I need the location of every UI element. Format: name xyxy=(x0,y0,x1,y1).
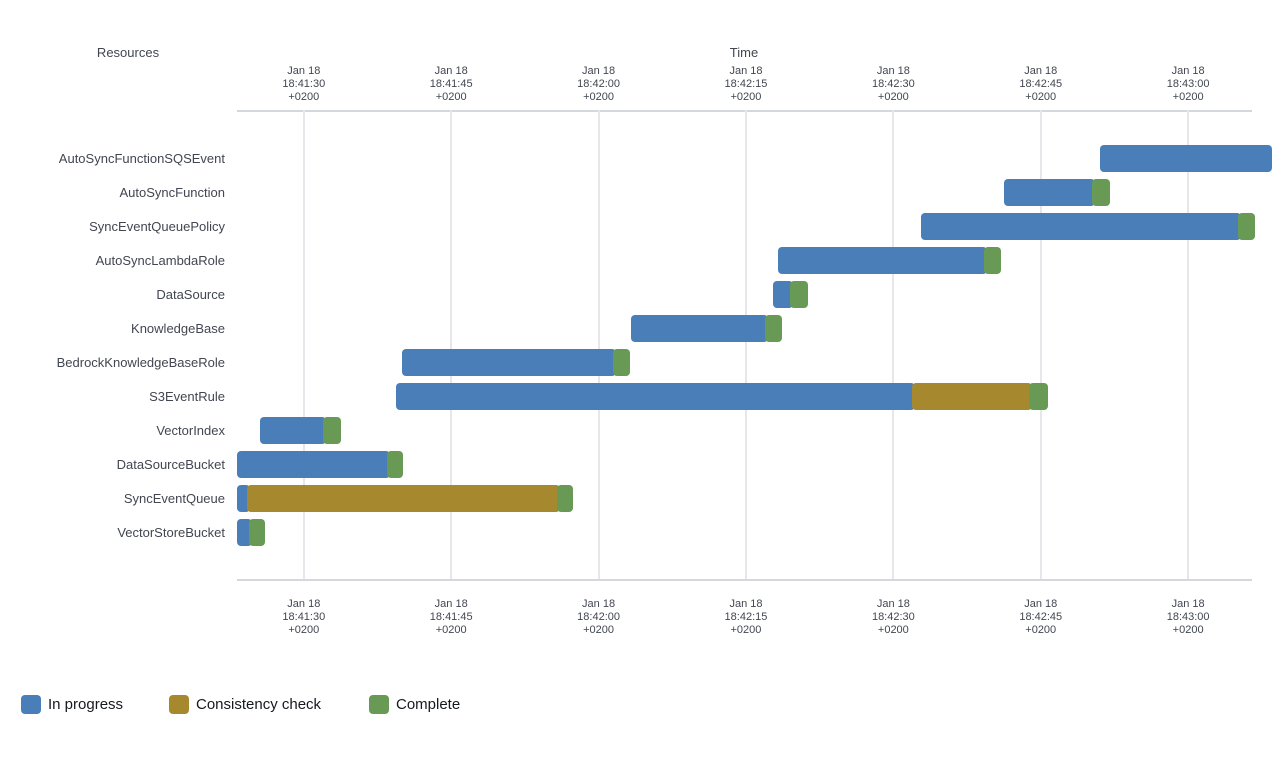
resource-label: SyncEventQueuePolicy xyxy=(89,218,225,234)
time-gridline xyxy=(892,110,895,579)
gantt-bar-segment-in_progress xyxy=(1099,145,1272,172)
resource-label: AutoSyncFunction xyxy=(119,184,225,200)
gantt-bar-segment-complete xyxy=(1091,179,1110,206)
gantt-bar-segment-in_progress xyxy=(237,519,252,546)
gantt-bar-segment-complete xyxy=(613,349,631,376)
legend-label: Consistency check xyxy=(196,696,322,713)
bottom-tick-label: Jan 18 18:42:00 +0200 xyxy=(577,598,620,636)
gantt-bar-segment-complete xyxy=(790,281,808,308)
resource-label: KnowledgeBase xyxy=(131,320,225,336)
gantt-bar-segment-complete xyxy=(387,451,404,478)
top-axis-line xyxy=(237,110,1252,112)
bottom-tick-label: Jan 18 18:42:15 +0200 xyxy=(724,598,768,636)
resources-axis-title: Resources xyxy=(96,45,160,60)
gantt-bar-segment-complete xyxy=(1028,383,1048,410)
top-tick-label: Jan 18 18:42:30 +0200 xyxy=(871,65,915,103)
resource-label: VectorIndex xyxy=(156,422,225,438)
gantt-bar-segment-in_progress xyxy=(259,417,327,444)
resource-label: S3EventRule xyxy=(149,388,225,404)
time-gridline xyxy=(1187,110,1190,579)
legend: In progress Consistency check Complete xyxy=(0,690,1284,720)
time-gridline xyxy=(450,110,453,579)
gantt-bar-segment-in_progress xyxy=(778,247,987,274)
gantt-bar-segment-consistency_check xyxy=(911,383,1032,410)
top-tick-label: Jan 18 18:42:45 +0200 xyxy=(1019,65,1063,103)
top-tick-label: Jan 18 18:42:15 +0200 xyxy=(724,65,768,103)
gantt-bar-segment-in_progress xyxy=(773,281,794,308)
gantt-bar-segment-complete xyxy=(983,247,1002,274)
gantt-bar-segment-complete xyxy=(557,485,574,512)
top-tick-label: Jan 18 18:43:00 +0200 xyxy=(1166,65,1210,103)
time-gridline xyxy=(744,110,747,579)
resource-label: AutoSyncLambdaRole xyxy=(95,252,225,268)
time-gridline xyxy=(597,110,600,579)
bottom-tick-label: Jan 18 18:41:30 +0200 xyxy=(282,598,326,636)
legend-swatch-consistency_check xyxy=(169,695,189,714)
time-axis-title: Time xyxy=(729,45,759,60)
bottom-axis-line xyxy=(237,579,1252,581)
bottom-tick-label: Jan 18 18:43:00 +0200 xyxy=(1166,598,1210,636)
time-gridline xyxy=(1039,110,1042,579)
legend-swatch-complete xyxy=(369,695,389,714)
bottom-tick-label: Jan 18 18:41:45 +0200 xyxy=(429,598,473,636)
legend-label: Complete xyxy=(396,696,461,713)
gantt-bar-segment-complete xyxy=(764,315,783,342)
resource-label: BedrockKnowledgeBaseRole xyxy=(56,354,225,370)
legend-label: In progress xyxy=(48,696,124,713)
resource-label: DataSourceBucket xyxy=(116,456,225,472)
top-tick-label: Jan 18 18:42:00 +0200 xyxy=(577,65,620,103)
gantt-bar-segment-in_progress xyxy=(1004,179,1095,206)
gantt-bar-segment-consistency_check xyxy=(246,485,561,512)
resource-label: AutoSyncFunctionSQSEvent xyxy=(58,150,225,166)
gantt-bar-segment-complete xyxy=(248,519,265,546)
top-tick-label: Jan 18 18:41:30 +0200 xyxy=(282,65,326,103)
resource-label: SyncEventQueue xyxy=(123,490,225,506)
gantt-bar-segment-complete xyxy=(323,417,342,444)
gantt-bar-segment-complete xyxy=(1238,213,1255,240)
time-gridline xyxy=(302,110,305,579)
top-tick-label: Jan 18 18:41:45 +0200 xyxy=(429,65,473,103)
resource-label: DataSource xyxy=(156,286,225,302)
gantt-bar-segment-in_progress xyxy=(237,485,250,512)
gantt-bar-segment-in_progress xyxy=(402,349,617,376)
gantt-bar-segment-in_progress xyxy=(396,383,915,410)
resource-label: VectorStoreBucket xyxy=(117,524,225,540)
gantt-bar-segment-in_progress xyxy=(237,451,391,478)
legend-swatch-in_progress xyxy=(21,695,41,714)
bottom-tick-label: Jan 18 18:42:45 +0200 xyxy=(1019,598,1063,636)
gantt-bar-segment-in_progress xyxy=(631,315,768,342)
gantt-bar-segment-in_progress xyxy=(920,213,1242,240)
bottom-tick-label: Jan 18 18:42:30 +0200 xyxy=(871,598,915,636)
